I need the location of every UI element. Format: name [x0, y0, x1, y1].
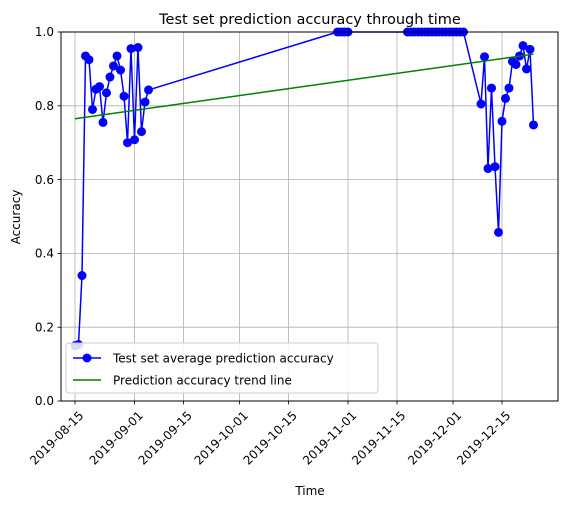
series-line-0	[74, 31, 535, 347]
data-point	[518, 41, 528, 51]
data-point	[133, 43, 143, 52]
data-point	[487, 83, 496, 93]
y-tick-label: 0.8	[35, 99, 54, 113]
data-point	[95, 82, 104, 92]
data-point	[105, 72, 115, 82]
data-point	[494, 227, 503, 237]
legend: Test set average prediction accuracy Pre…	[65, 342, 379, 394]
data-point	[483, 164, 493, 174]
y-tick-label: 0.0	[35, 394, 54, 408]
series-line-1	[74, 53, 534, 120]
data-point	[504, 83, 514, 93]
data-point	[130, 135, 139, 145]
data-point	[119, 91, 129, 101]
data-point	[522, 64, 531, 74]
data-point	[126, 44, 136, 54]
data-point	[529, 120, 538, 130]
data-point	[480, 52, 489, 62]
data-point	[102, 88, 111, 98]
data-point	[77, 271, 87, 281]
data-point	[109, 61, 118, 71]
data-point	[84, 55, 94, 65]
data-point	[116, 65, 125, 75]
data-point	[490, 162, 500, 172]
data-point	[112, 51, 122, 61]
data-point	[476, 99, 486, 109]
data-point	[140, 97, 150, 107]
data-point	[501, 93, 510, 103]
grid	[61, 31, 558, 402]
y-axis-title: Accuracy	[9, 190, 23, 245]
legend-box	[65, 342, 379, 394]
data-point	[137, 127, 146, 137]
data-point	[88, 104, 97, 114]
x-tick-label: 2019-08-15	[27, 408, 86, 467]
legend-marker-accuracy	[82, 353, 92, 363]
data-point	[144, 85, 153, 95]
plot-frame	[60, 31, 559, 402]
x-axis-title: Time	[294, 484, 324, 498]
y-tick-label: 0.2	[35, 320, 54, 334]
data-point	[525, 44, 535, 54]
y-tick-label: 1.0	[35, 25, 54, 39]
plot-area	[70, 27, 538, 351]
legend-label-trend: Prediction accuracy trend line	[113, 374, 292, 388]
data-point	[511, 59, 521, 69]
y-tick-label: 0.6	[35, 173, 54, 187]
legend-label-accuracy: Test set average prediction accuracy	[112, 352, 334, 366]
data-point	[98, 117, 108, 127]
data-point	[123, 138, 132, 148]
data-point	[497, 116, 507, 126]
chart-title: Test set prediction accuracy through tim…	[158, 12, 461, 28]
y-tick-label: 0.4	[35, 247, 54, 261]
